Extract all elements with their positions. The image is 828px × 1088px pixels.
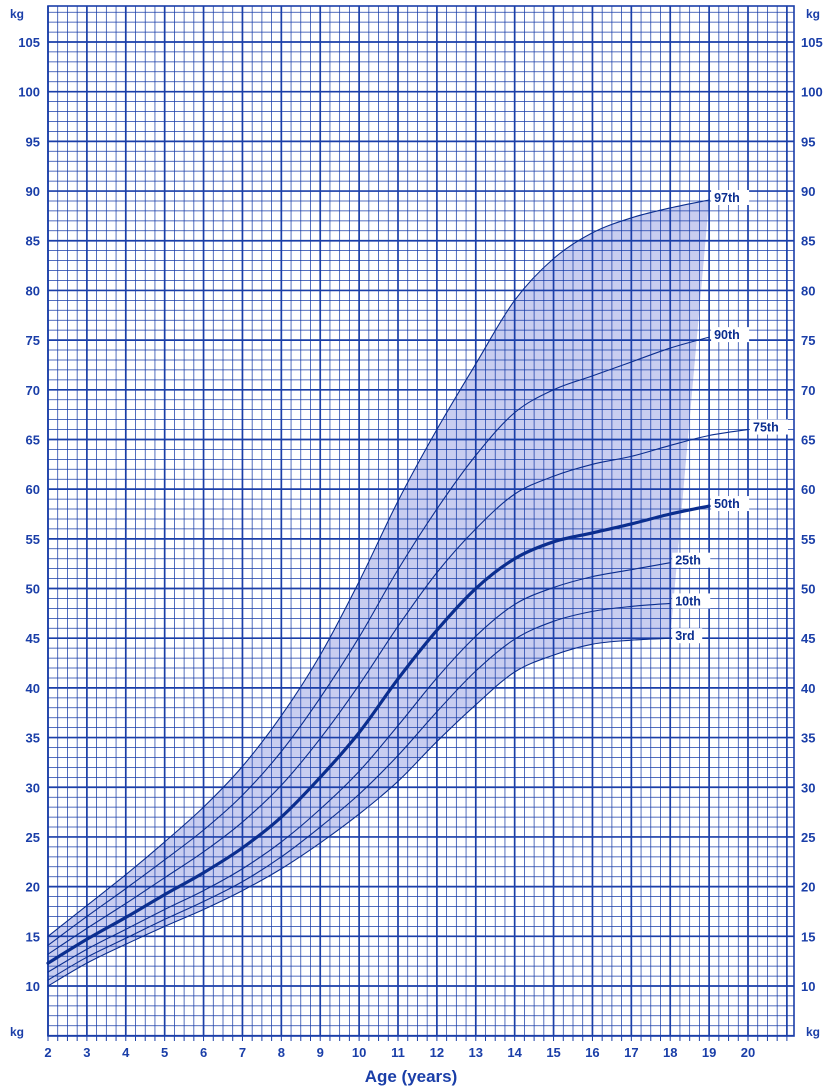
y-tick-right-10: 10 [801,979,815,994]
label-bg-3rd [672,628,703,644]
x-tick-7: 7 [239,1045,246,1060]
y-unit-bottom-right: kg [806,1025,820,1039]
x-tick-19: 19 [702,1045,716,1060]
y-tick-right-15: 15 [801,929,815,944]
series-label-3rd: 3rd [675,629,694,643]
x-tick-18: 18 [663,1045,677,1060]
y-tick-right-70: 70 [801,383,815,398]
y-tick-left-70: 70 [26,383,40,398]
x-tick-9: 9 [317,1045,324,1060]
label-bg-25th [672,552,711,568]
y-unit-bottom-left: kg [10,1025,24,1039]
series-label-90th: 90th [714,328,740,342]
y-tick-right-80: 80 [801,283,815,298]
x-tick-16: 16 [585,1045,599,1060]
series-label-97th: 97th [714,191,740,205]
y-tick-right-105: 105 [801,35,823,50]
x-tick-15: 15 [546,1045,560,1060]
y-tick-right-60: 60 [801,482,815,497]
x-tick-11: 11 [391,1045,405,1060]
x-tick-5: 5 [161,1045,168,1060]
y-tick-right-55: 55 [801,532,815,547]
y-tick-left-25: 25 [26,830,40,845]
y-unit-top-right: kg [806,7,820,21]
y-tick-right-45: 45 [801,631,815,646]
y-tick-right-100: 100 [801,85,823,100]
series-line-90th [47,336,710,946]
y-tick-left-55: 55 [26,532,40,547]
series-line-50th [46,504,711,965]
x-tick-8: 8 [278,1045,285,1060]
y-tick-left-85: 85 [26,234,40,249]
y-tick-right-75: 75 [801,333,815,348]
y-tick-left-80: 80 [26,283,40,298]
y-tick-left-45: 45 [26,631,40,646]
major-grid [47,5,795,1037]
series-line-75th [47,428,749,955]
series-label-50th: 50th [714,497,740,511]
y-tick-left-35: 35 [26,731,40,746]
percentile-labels: 3rd 10th 25th 50th 75th 90th 97th [672,189,788,644]
x-axis-label: Age (years) [365,1067,458,1086]
y-tick-left-20: 20 [26,880,40,895]
x-tick-6: 6 [200,1045,207,1060]
label-bg-50th [711,496,750,512]
label-bg-75th [750,419,788,435]
y-tick-left-30: 30 [26,780,40,795]
y-tick-right-35: 35 [801,731,815,746]
y-tick-left-105: 105 [18,35,40,50]
y-tick-right-85: 85 [801,234,815,249]
x-tick-3: 3 [83,1045,90,1060]
y-tick-left-10: 10 [26,979,40,994]
percentile-curves [46,199,749,987]
y-tick-left-15: 15 [26,929,40,944]
y-tick-right-95: 95 [801,134,815,149]
x-tick-10: 10 [352,1045,366,1060]
y-tick-left-40: 40 [26,681,40,696]
x-tick-13: 13 [469,1045,483,1060]
x-tick-17: 17 [624,1045,638,1060]
y-tick-left-50: 50 [26,582,40,597]
y-tick-left-60: 60 [26,482,40,497]
y-tick-right-40: 40 [801,681,815,696]
series-label-25th: 25th [675,554,701,568]
y-unit-top-left: kg [10,7,24,21]
x-tick-12: 12 [430,1045,444,1060]
label-bg-10th [672,593,711,609]
y-tick-left-100: 100 [18,85,40,100]
y-tick-right-30: 30 [801,780,815,795]
y-tick-right-25: 25 [801,830,815,845]
y-tick-right-50: 50 [801,582,815,597]
label-bg-90th [711,327,750,343]
y-tick-right-90: 90 [801,184,815,199]
x-tick-2: 2 [44,1045,51,1060]
y-tick-right-65: 65 [801,432,815,447]
x-tick-4: 4 [122,1045,130,1060]
x-tick-14: 14 [507,1045,522,1060]
y-tick-left-75: 75 [26,333,40,348]
x-tick-20: 20 [741,1045,755,1060]
y-tick-right-20: 20 [801,880,815,895]
series-label-75th: 75th [753,421,779,435]
y-tick-left-90: 90 [26,184,40,199]
y-tick-left-95: 95 [26,134,40,149]
y-tick-left-65: 65 [26,432,40,447]
label-bg-97th [711,189,750,205]
series-label-10th: 10th [675,594,701,608]
